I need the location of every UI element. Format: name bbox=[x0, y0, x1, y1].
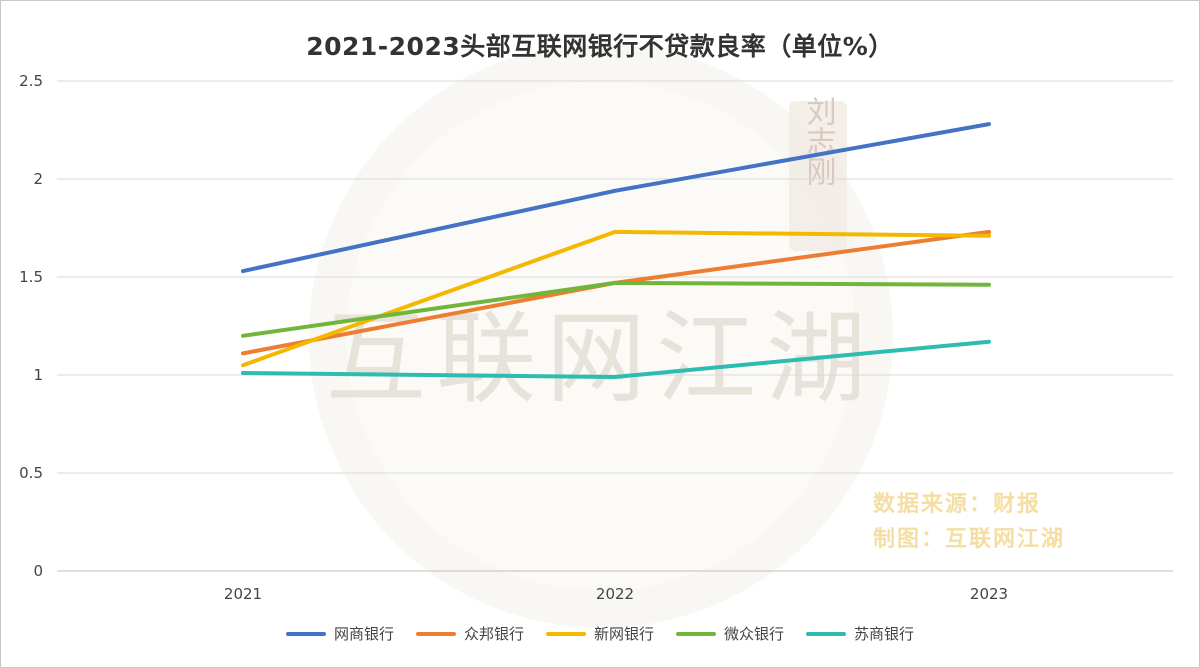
legend-item: 众邦银行 bbox=[415, 623, 524, 644]
chart-title: 2021-2023头部互联网银行不贷款良率（单位%） bbox=[306, 32, 894, 61]
y-tick-label: 1.5 bbox=[19, 268, 43, 286]
legend-item: 新网银行 bbox=[545, 623, 654, 644]
x-axis: 2021 2022 2023 bbox=[224, 585, 1008, 603]
y-tick-label: 0.5 bbox=[19, 464, 43, 482]
y-tick-label: 2.5 bbox=[19, 72, 43, 90]
series-line bbox=[241, 122, 991, 274]
x-tick-label: 2023 bbox=[970, 585, 1008, 603]
legend-swatch bbox=[676, 631, 716, 636]
x-tick-label: 2022 bbox=[596, 585, 634, 603]
x-tick-label: 2021 bbox=[224, 585, 262, 603]
legend-item: 网商银行 bbox=[285, 623, 394, 644]
chart-maker-note: 制图：互联网江湖 bbox=[873, 526, 1066, 552]
y-tick-label: 2 bbox=[33, 170, 43, 188]
legend-swatch bbox=[285, 631, 326, 636]
watermark-seal-text: 刘志刚 bbox=[801, 96, 836, 186]
legend-label: 苏商银行 bbox=[854, 625, 915, 643]
legend-swatch bbox=[806, 631, 847, 636]
series-line bbox=[241, 339, 991, 379]
legend-label: 新网银行 bbox=[593, 625, 654, 643]
legend-label: 网商银行 bbox=[333, 625, 394, 643]
y-tick-label: 0 bbox=[33, 562, 43, 580]
legend-label: 微众银行 bbox=[724, 625, 785, 643]
data-source-note: 数据来源：财报 bbox=[873, 491, 1042, 517]
series-line bbox=[241, 229, 991, 368]
legend-item: 微众银行 bbox=[676, 623, 784, 644]
legend-swatch bbox=[545, 631, 586, 636]
legend-label: 众邦银行 bbox=[463, 625, 524, 643]
legend: 网商银行 众邦银行 新网银行 微众银行 苏商银行 bbox=[1, 623, 1199, 644]
legend-item: 苏商银行 bbox=[806, 623, 914, 644]
y-tick-label: 1 bbox=[33, 366, 43, 384]
series-line bbox=[241, 280, 991, 338]
series-layer bbox=[241, 122, 991, 379]
watermark: 刘志刚 互联网江湖 bbox=[309, 44, 893, 628]
y-axis: 0 0.5 1 1.5 2 2.5 bbox=[19, 72, 43, 580]
legend-swatch bbox=[415, 631, 456, 636]
